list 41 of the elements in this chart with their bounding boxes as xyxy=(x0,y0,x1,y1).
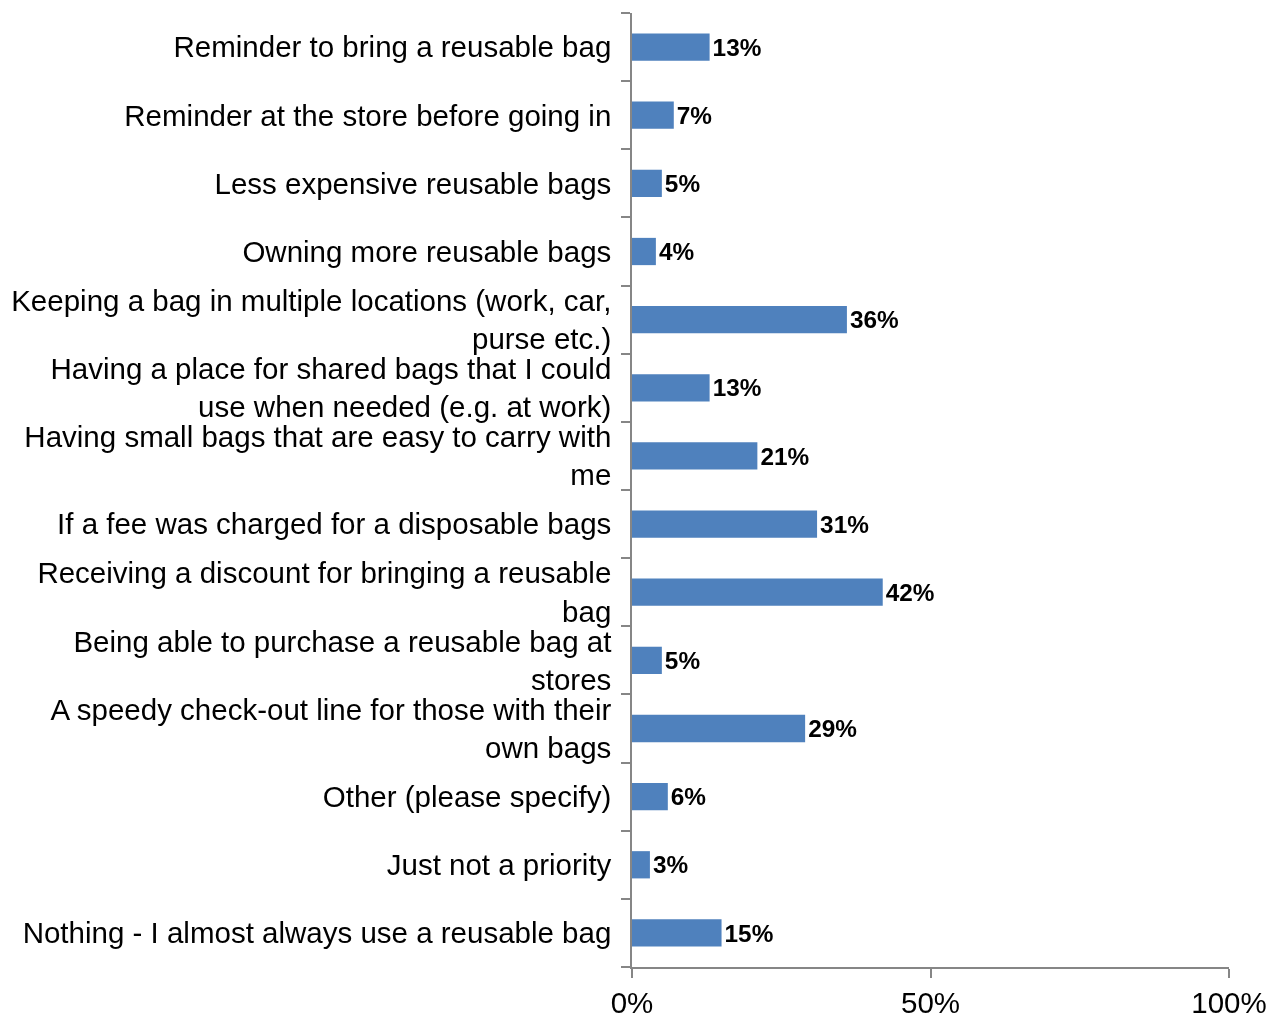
bar xyxy=(632,714,806,743)
data-label: 4% xyxy=(658,238,695,266)
y-tick-label: Reminder to bring a reusable bag xyxy=(173,30,612,64)
data-label: 6% xyxy=(670,783,707,811)
bar xyxy=(632,510,818,538)
y-tick-label: A speedy check-out line for those with their own bags xyxy=(50,692,612,764)
y-tick-label: Just not a priority xyxy=(386,848,612,882)
bar xyxy=(632,578,883,606)
x-tick-label: 0% xyxy=(610,986,654,1019)
y-tick-label: Less expensive reusable bags xyxy=(214,166,612,200)
data-label: 42% xyxy=(885,578,935,606)
bar xyxy=(632,237,656,266)
y-tick-label: Owning more reusable bags xyxy=(242,234,612,268)
data-label: 3% xyxy=(652,851,689,879)
bar xyxy=(632,442,758,470)
data-label: 5% xyxy=(664,170,701,198)
bar xyxy=(632,169,662,197)
bar xyxy=(632,306,847,334)
bar xyxy=(632,101,674,129)
data-label: 13% xyxy=(712,374,762,402)
y-tick-label: If a fee was charged for a disposable bags xyxy=(57,507,612,541)
bar xyxy=(632,783,668,811)
bar xyxy=(632,374,710,402)
y-tick-label: Other (please specify) xyxy=(322,779,612,813)
bar xyxy=(632,851,650,879)
data-label: 7% xyxy=(676,101,712,129)
bar xyxy=(632,646,662,674)
data-label: 13% xyxy=(712,33,762,61)
x-tick-label: 50% xyxy=(900,986,961,1019)
data-label: 29% xyxy=(808,715,858,743)
bar xyxy=(632,33,710,61)
data-label: 31% xyxy=(820,510,870,538)
data-label: 21% xyxy=(760,442,810,470)
y-tick-label: Reminder at the store before going in xyxy=(124,98,612,132)
data-label: 36% xyxy=(849,306,900,334)
y-tick-label: Keeping a bag in multiple locations (work, car, purse etc.) xyxy=(11,283,612,356)
y-tick-label: Nothing - I almost always use a reusable bag xyxy=(22,916,612,950)
bar xyxy=(632,919,722,947)
data-label: 15% xyxy=(724,919,774,947)
data-label: 5% xyxy=(664,647,701,675)
x-tick-label: 100% xyxy=(1191,986,1267,1019)
